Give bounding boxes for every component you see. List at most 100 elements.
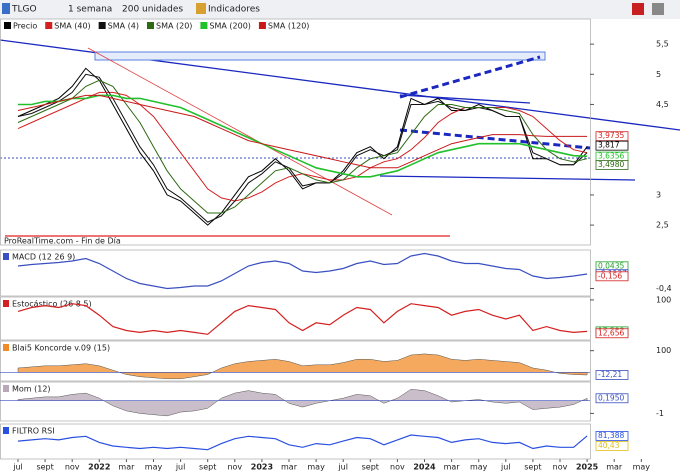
x-tick-label: mar (118, 463, 135, 472)
legend-label: SMA (40) (54, 22, 90, 31)
x-tick-label: mar (606, 463, 623, 472)
panel-icon (3, 427, 9, 434)
panel-title: FILTRO RSI (12, 427, 55, 436)
series-line (17, 434, 588, 451)
series-line (17, 94, 588, 169)
value-tag-label: 3,6356 (598, 152, 624, 161)
series-area (17, 389, 588, 417)
channel-line (379, 175, 636, 181)
series-line (17, 91, 588, 202)
legend-label: SMA (4) (108, 22, 139, 31)
x-tick-label: nov (65, 463, 80, 472)
channel-line (399, 94, 531, 104)
value-tag-label: 81,388 (598, 431, 624, 440)
value-tag (595, 328, 629, 339)
value-tag (595, 140, 629, 151)
x-tick-label: mar (281, 463, 298, 472)
panel (0, 381, 591, 422)
y-tick-label: 100 (656, 346, 671, 355)
value-tag-label: -12,21 (598, 370, 622, 379)
x-tick-label: may (470, 463, 488, 472)
units[interactable]: 200 unidades (122, 5, 183, 15)
value-tag-label: 0,0435 (598, 261, 624, 270)
x-tick-label: sept (36, 463, 53, 472)
y-tick-label: 4,5 (656, 100, 669, 109)
value-tag (595, 131, 629, 142)
x-tick-label: 2025 (576, 463, 599, 472)
legend-label: SMA (20) (156, 22, 192, 31)
y-tick-label: -0,4 (656, 284, 672, 293)
y-tick-label: 100 (656, 295, 671, 304)
panel (0, 296, 591, 341)
channel-line (399, 128, 591, 150)
y-tick-label: -1 (656, 409, 664, 418)
panel-title: Blai5 Koncorde v.09 (15) (12, 344, 110, 353)
panel-title: Mom (12) (12, 385, 51, 394)
y-tick-label: 3 (656, 190, 661, 199)
legend-swatch (45, 22, 53, 29)
indicators[interactable]: Indicadores (208, 5, 260, 15)
value-tag (595, 159, 629, 170)
toolbar (0, 0, 680, 19)
legend-swatch (200, 22, 208, 29)
y-tick-label: 2,5 (656, 221, 669, 230)
series-line (18, 94, 588, 178)
value-tag (595, 370, 629, 380)
value-tag (595, 431, 629, 441)
panel (0, 423, 591, 460)
legend-label: Precio (13, 22, 37, 31)
panel-icon (3, 253, 9, 260)
symbol[interactable]: TLGO (11, 5, 37, 15)
legend-swatch (4, 22, 11, 29)
value-tag (595, 271, 629, 282)
tool-button[interactable] (652, 3, 664, 15)
x-tick-label: jul (337, 463, 348, 472)
panel (0, 18, 591, 246)
series-line (17, 252, 588, 290)
value-tag (595, 441, 629, 451)
value-tag-label: 40,43 (598, 441, 620, 450)
x-tick-label: jul (500, 463, 511, 472)
tool-button[interactable] (632, 3, 644, 15)
panel-icon (3, 300, 9, 307)
series-line (17, 67, 588, 226)
drawings (0, 39, 680, 237)
value-tag (595, 393, 629, 404)
indicators-icon (196, 3, 206, 14)
value-tag-label: 12,656 (598, 328, 624, 337)
x-tick-label: 2023 (251, 463, 273, 472)
legend-label: SMA (120) (268, 22, 310, 31)
x-tick-label: 2024 (413, 463, 436, 472)
x-tick-label: nov (553, 463, 568, 472)
legend-label: SMA (200) (209, 22, 251, 31)
x-tick-label: may (633, 463, 651, 472)
series-line (17, 303, 588, 335)
x-tick-label: nov (227, 463, 242, 472)
x-tick-label: mar (444, 463, 461, 472)
y-tick-label: 5 (656, 70, 661, 79)
trend-line (87, 47, 393, 216)
series-area (17, 353, 588, 380)
x-tick-label: 2022 (88, 463, 110, 472)
series-line (17, 79, 588, 214)
channel-line (399, 55, 541, 99)
legend-swatch (258, 22, 266, 29)
x-tick-label: jul (12, 463, 23, 472)
y-tick-label: 5,5 (656, 40, 669, 49)
value-tag-label: 3,9735 (598, 131, 624, 140)
x-tick-label: may (307, 463, 325, 472)
zone (94, 51, 546, 61)
x-tick-label: sept (362, 463, 379, 472)
period[interactable]: 1 semana (68, 5, 112, 15)
x-tick-label: jul (175, 463, 186, 472)
panel-title: MACD (12 26 9) (12, 253, 75, 262)
value-tag-label: 0,1950 (598, 393, 624, 402)
x-tick-label: may (145, 463, 163, 472)
panel (0, 340, 591, 382)
x-tick-label: sept (524, 463, 541, 472)
symbol-icon (2, 3, 10, 14)
value-tag-label: 3,817 (598, 141, 620, 150)
panel-icon (3, 344, 9, 351)
watermark: ProRealTime.com - Fin de Día (4, 237, 121, 246)
